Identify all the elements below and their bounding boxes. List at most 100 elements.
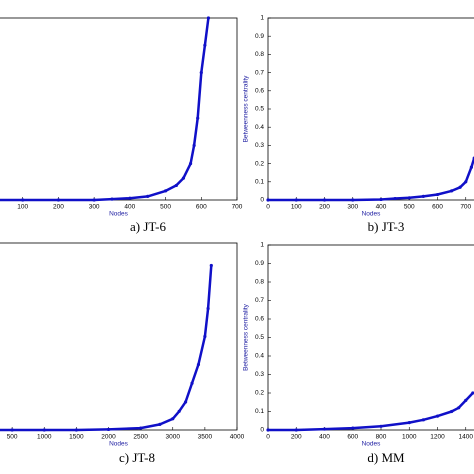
data-point bbox=[393, 196, 397, 201]
x-tick-label: 500 bbox=[7, 434, 18, 441]
x-tick-label: 200 bbox=[53, 204, 64, 211]
x-axis-label: Nodes bbox=[362, 441, 382, 448]
y-tick-label: 0.6 bbox=[255, 316, 264, 323]
data-point bbox=[294, 428, 298, 432]
data-point bbox=[407, 196, 411, 200]
data-point bbox=[184, 400, 188, 404]
y-tick-label: 0.2 bbox=[255, 390, 264, 397]
x-tick-label: 1000 bbox=[402, 434, 417, 441]
y-tick-label: 1 bbox=[260, 15, 264, 22]
data-point bbox=[450, 189, 454, 193]
x-tick-label: 700 bbox=[460, 204, 471, 211]
data-point bbox=[128, 196, 132, 200]
x-tick-label: 2500 bbox=[133, 434, 148, 441]
y-tick-label: 0.2 bbox=[255, 160, 264, 167]
data-point bbox=[464, 398, 468, 402]
y-tick-label: 0.7 bbox=[255, 297, 264, 304]
y-tick-label: 0.9 bbox=[255, 33, 264, 40]
x-tick-label: 600 bbox=[347, 434, 358, 441]
data-point bbox=[74, 428, 78, 432]
x-tick-label: 600 bbox=[196, 204, 207, 211]
x-tick-label: 400 bbox=[319, 434, 330, 441]
data-point bbox=[199, 71, 203, 75]
y-tick-label: 0.8 bbox=[255, 51, 264, 58]
data-point bbox=[458, 185, 462, 189]
data-point bbox=[450, 409, 454, 414]
x-tick-label: 3000 bbox=[166, 434, 181, 441]
data-point bbox=[266, 428, 270, 432]
data-line bbox=[0, 17, 210, 202]
caption: b) JT-3 bbox=[368, 219, 405, 234]
x-tick-label: 500 bbox=[404, 204, 415, 211]
data-point bbox=[196, 116, 200, 120]
x-tick-label: 100 bbox=[291, 204, 302, 211]
data-point bbox=[203, 43, 207, 47]
data-point bbox=[209, 263, 213, 268]
data-point bbox=[351, 198, 355, 202]
data-point bbox=[146, 194, 150, 198]
data-point bbox=[10, 428, 14, 432]
x-axis-label: Nodes bbox=[362, 211, 382, 218]
y-tick-label: 0.5 bbox=[255, 106, 264, 113]
data-line bbox=[268, 392, 474, 432]
x-tick-label: 700 bbox=[232, 204, 243, 211]
caption: d) MM bbox=[367, 450, 405, 465]
x-tick-label: 0 bbox=[266, 434, 270, 441]
data-point bbox=[196, 362, 201, 367]
x-tick-label: 200 bbox=[291, 434, 302, 441]
x-tick-label: 300 bbox=[347, 204, 358, 211]
data-point bbox=[158, 422, 162, 426]
axes-box bbox=[0, 17, 238, 201]
data-point bbox=[464, 180, 468, 184]
data-point bbox=[110, 197, 114, 201]
x-tick-label: 400 bbox=[124, 204, 135, 211]
data-point bbox=[171, 417, 175, 421]
data-point bbox=[379, 424, 383, 428]
data-point bbox=[92, 198, 96, 202]
data-point bbox=[42, 428, 46, 432]
y-tick-label: 0.4 bbox=[255, 353, 264, 360]
y-tick-label: 0.4 bbox=[255, 124, 264, 131]
y-tick-label: 0.3 bbox=[255, 371, 264, 378]
data-point bbox=[206, 16, 211, 20]
x-tick-label: 200 bbox=[319, 204, 330, 211]
data-point bbox=[56, 198, 61, 202]
y-tick-label: 1 bbox=[260, 242, 264, 249]
x-tick-label: 3500 bbox=[198, 434, 213, 441]
data-point bbox=[266, 198, 270, 202]
y-tick-label: 0.9 bbox=[255, 260, 264, 267]
data-point bbox=[106, 427, 111, 432]
data-point bbox=[190, 381, 194, 385]
data-point bbox=[206, 306, 210, 311]
x-tick-label: 1200 bbox=[430, 434, 445, 441]
data-point bbox=[181, 176, 186, 180]
y-tick-label: 0.1 bbox=[255, 179, 264, 186]
x-tick-label: 800 bbox=[376, 434, 387, 441]
x-tick-label: 1000 bbox=[37, 434, 52, 441]
y-axis-label: Betweenness centrality bbox=[243, 75, 250, 143]
data-point bbox=[294, 198, 298, 202]
axes-box bbox=[0, 242, 238, 431]
data-point bbox=[322, 198, 327, 202]
caption: c) JT-8 bbox=[119, 450, 155, 465]
axes-box bbox=[267, 17, 474, 201]
x-tick-label: 2000 bbox=[101, 434, 116, 441]
y-tick-label: 0.5 bbox=[255, 334, 264, 341]
data-point bbox=[435, 192, 440, 197]
x-tick-label: 100 bbox=[17, 204, 28, 211]
data-point bbox=[188, 162, 193, 166]
y-tick-label: 0 bbox=[260, 197, 264, 204]
y-tick-label: 0.7 bbox=[255, 69, 264, 76]
x-axis-label: Nodes bbox=[109, 211, 129, 218]
data-point bbox=[435, 414, 440, 418]
y-tick-label: 0.3 bbox=[255, 142, 264, 149]
data-point bbox=[457, 406, 461, 410]
x-axis-label: Nodes bbox=[109, 441, 129, 448]
data-point bbox=[421, 194, 425, 198]
data-point bbox=[21, 198, 25, 202]
data-point bbox=[192, 143, 196, 147]
data-point bbox=[163, 189, 168, 193]
x-tick-label: 4000 bbox=[230, 434, 245, 441]
data-point bbox=[469, 165, 473, 169]
